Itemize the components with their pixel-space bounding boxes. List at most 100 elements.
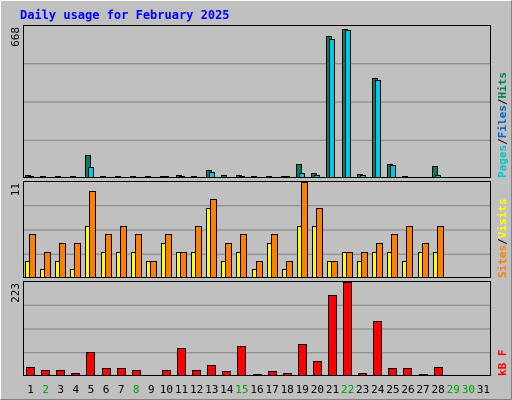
- x-tick-label-day-3: 3: [57, 383, 64, 396]
- bar-hits-day-7: [115, 176, 121, 178]
- x-tick-label-day-28: 28: [432, 383, 445, 396]
- middle-panel: 11 Sites/Visits: [9, 181, 509, 278]
- bar-kb-f-day-23: [358, 373, 367, 376]
- bar-files-day-20: [314, 175, 320, 178]
- bar-kb-f-day-11: [177, 348, 186, 376]
- legend-separator: /: [496, 138, 509, 145]
- bar-kb-f-day-24: [373, 321, 382, 376]
- x-tick-label-day-11: 11: [175, 383, 188, 396]
- bar-files-day-1: [28, 176, 34, 178]
- bar-hits-day-2: [40, 176, 46, 178]
- bar-files-day-28: [435, 175, 441, 178]
- bar-kb-f-day-22: [343, 282, 352, 376]
- bar-hits-day-14: [221, 175, 227, 178]
- x-tick-label-day-7: 7: [118, 383, 125, 396]
- x-tick-label-day-12: 12: [190, 383, 203, 396]
- legend-entry-files: Files: [496, 105, 509, 138]
- x-tick-label-day-26: 26: [401, 383, 414, 396]
- bar-files-day-19: [299, 173, 305, 178]
- bar-kb-f-day-5: [86, 352, 95, 376]
- bar-sites-day-23: [361, 252, 368, 278]
- bar-files-day-22: [345, 30, 351, 178]
- bar-sites-day-11: [180, 252, 187, 278]
- bar-files-day-13: [209, 172, 215, 178]
- bar-kb-f-day-7: [117, 368, 126, 376]
- x-tick-label-day-8: 8: [133, 383, 140, 396]
- x-tick-label-day-10: 10: [160, 383, 173, 396]
- bar-kb-f-day-19: [298, 344, 307, 376]
- bar-hits-day-16: [251, 176, 257, 178]
- bar-files-day-15: [239, 176, 245, 178]
- x-tick-label-day-27: 27: [416, 383, 429, 396]
- x-tick-label-day-22: 22: [341, 383, 354, 396]
- bar-kb-f-day-21: [328, 295, 337, 376]
- x-tick-label-day-15: 15: [235, 383, 248, 396]
- top-legend: Pages/Files/Hits: [496, 72, 509, 178]
- bar-kb-f-day-20: [313, 361, 322, 376]
- x-tick-label-day-19: 19: [296, 383, 309, 396]
- bar-sites-day-2: [44, 252, 51, 278]
- bar-sites-day-18: [286, 261, 293, 278]
- bar-kb-f-day-27: [419, 374, 428, 376]
- middle-legend: Sites/Visits: [496, 199, 509, 279]
- top-scale-label: 668: [9, 27, 22, 47]
- x-tick-label-day-9: 9: [148, 383, 155, 396]
- bar-sites-day-28: [437, 226, 444, 278]
- bar-kb-f-day-13: [207, 365, 216, 376]
- x-tick-label-day-2: 2: [42, 383, 49, 396]
- legend-entry-kb-f: kB F: [496, 350, 509, 377]
- bar-kb-f-day-6: [102, 368, 111, 376]
- bar-sites-day-14: [225, 243, 232, 278]
- bar-hits-day-17: [266, 176, 272, 178]
- bar-hits-day-3: [55, 176, 61, 178]
- bar-sites-day-25: [391, 234, 398, 278]
- bar-kb-f-day-8: [132, 370, 141, 376]
- x-tick-label-day-18: 18: [281, 383, 294, 396]
- x-tick-label-day-17: 17: [265, 383, 278, 396]
- bar-sites-day-19: [301, 182, 308, 278]
- bar-sites-day-12: [195, 226, 202, 278]
- bar-sites-day-7: [120, 226, 127, 278]
- bar-sites-day-5: [89, 191, 96, 278]
- legend-entry-pages: Pages: [496, 145, 509, 178]
- bar-sites-day-3: [59, 243, 66, 278]
- x-tick-label-day-23: 23: [356, 383, 369, 396]
- x-tick-label-day-6: 6: [103, 383, 110, 396]
- bar-hits-day-6: [100, 176, 106, 178]
- bar-sites-day-13: [210, 199, 217, 278]
- bar-kb-f-day-28: [434, 367, 443, 376]
- x-tick-label-day-29: 29: [447, 383, 460, 396]
- bar-files-day-11: [179, 176, 185, 178]
- bar-kb-f-day-17: [268, 371, 277, 376]
- bar-sites-day-20: [316, 208, 323, 278]
- bar-sites-day-22: [346, 252, 353, 278]
- bottom-panel: 223 kB F: [9, 281, 509, 376]
- bar-sites-day-16: [256, 261, 263, 278]
- x-tick-label-day-24: 24: [371, 383, 385, 396]
- x-tick-label-day-21: 21: [326, 383, 339, 396]
- x-tick-label-day-25: 25: [386, 383, 399, 396]
- bar-sites-day-8: [135, 234, 142, 278]
- legend-entry-visits: Visits: [496, 199, 509, 239]
- bar-kb-f-day-25: [388, 368, 397, 376]
- bar-files-day-21: [329, 39, 335, 178]
- bar-kb-f-day-4: [71, 373, 80, 376]
- bar-kb-f-day-12: [192, 370, 201, 376]
- bar-sites-day-9: [150, 261, 157, 278]
- legend-entry-hits: Hits: [496, 72, 509, 99]
- bar-hits-day-8: [130, 176, 136, 178]
- x-tick-label-day-5: 5: [88, 383, 95, 396]
- x-tick-label-day-1: 1: [27, 383, 34, 396]
- x-tick-label-day-14: 14: [220, 383, 234, 396]
- bar-sites-day-4: [74, 243, 81, 278]
- bar-kb-f-day-2: [41, 370, 50, 376]
- x-tick-label-day-16: 16: [250, 383, 263, 396]
- bar-files-day-10: [163, 176, 169, 178]
- bar-sites-day-21: [331, 261, 338, 278]
- bar-sites-day-24: [376, 243, 383, 278]
- legend-separator: /: [496, 238, 509, 245]
- x-tick-label-day-20: 20: [311, 383, 324, 396]
